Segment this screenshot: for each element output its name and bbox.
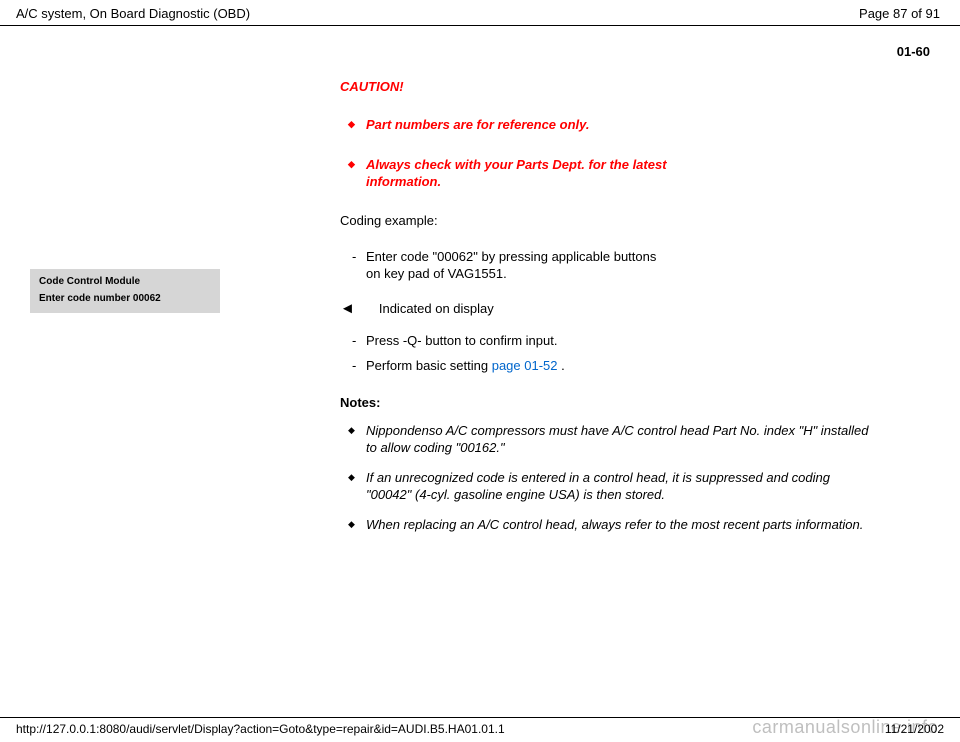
arrow-left-icon: ◄ [340, 301, 355, 316]
indicated-step: Press -Q- button to confirm input. [352, 332, 930, 350]
left-column: Code Control Module Enter code number 00… [30, 79, 340, 546]
step-suffix: . [558, 358, 565, 373]
notes-item: Nippondenso A/C compressors must have A/… [352, 422, 872, 457]
indicated-text: Indicated on display [379, 301, 494, 316]
content-area: Code Control Module Enter code number 00… [0, 59, 960, 546]
footer-date: 11/21/2002 [885, 722, 944, 736]
caution-heading: CAUTION! [340, 79, 930, 94]
indicated-row: ◄ Indicated on display [340, 301, 930, 316]
caution-list: Part numbers are for reference only. Alw… [340, 116, 930, 191]
caution-item: Part numbers are for reference only. [352, 116, 672, 134]
notes-heading: Notes: [340, 395, 930, 410]
coding-steps-list: Enter code "00062" by pressing applicabl… [340, 248, 930, 283]
vag-display-box: Code Control Module Enter code number 00… [30, 269, 220, 313]
notes-list: Nippondenso A/C compressors must have A/… [340, 422, 930, 534]
footer-url: http://127.0.0.1:8080/audi/servlet/Displ… [16, 722, 505, 736]
display-line-2: Enter code number 00062 [39, 293, 211, 304]
right-column: CAUTION! Part numbers are for reference … [340, 79, 930, 546]
notes-item: When replacing an A/C control head, alwa… [352, 516, 872, 534]
notes-item: If an unrecognized code is entered in a … [352, 469, 872, 504]
page-footer: http://127.0.0.1:8080/audi/servlet/Displ… [0, 717, 960, 742]
indicated-steps-list: Press -Q- button to confirm input. Perfo… [340, 332, 930, 375]
coding-step: Enter code "00062" by pressing applicabl… [352, 248, 662, 283]
page-link[interactable]: page 01-52 [492, 358, 558, 373]
step-prefix: Perform basic setting [366, 358, 492, 373]
caution-item: Always check with your Parts Dept. for t… [352, 156, 672, 191]
page-header: A/C system, On Board Diagnostic (OBD) Pa… [0, 0, 960, 26]
coding-example-label: Coding example: [340, 213, 930, 228]
indicated-step: Perform basic setting page 01-52 . [352, 357, 930, 375]
header-title: A/C system, On Board Diagnostic (OBD) [16, 6, 250, 21]
page-number: 01-60 [0, 26, 960, 59]
display-line-1: Code Control Module [39, 276, 211, 287]
header-page-indicator: Page 87 of 91 [859, 6, 940, 21]
